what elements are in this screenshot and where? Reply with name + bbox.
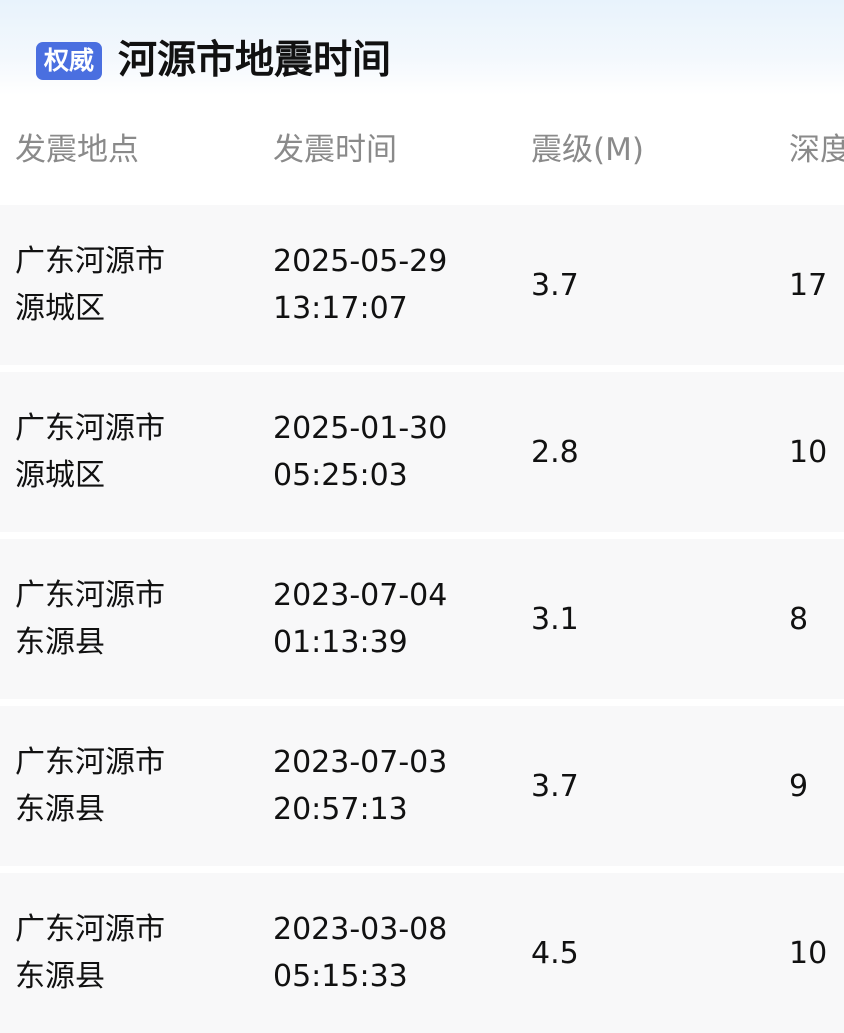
magnitude-cell: 4.5 xyxy=(531,936,579,971)
location-district: 东源县 xyxy=(15,792,105,827)
location-city: 广东河源市 xyxy=(15,912,165,947)
magnitude-cell: 3.7 xyxy=(531,268,579,303)
location-district: 东源县 xyxy=(15,959,105,994)
page-title: 河源市地震时间 xyxy=(118,38,392,83)
time-clock: 05:15:33 xyxy=(273,959,408,994)
time-cell: 2025-01-30 05:25:03 xyxy=(273,405,447,499)
location-district: 源城区 xyxy=(15,291,105,326)
time-date: 2025-01-30 xyxy=(273,411,448,446)
magnitude-cell: 3.1 xyxy=(531,602,579,637)
depth-cell: 9 xyxy=(789,769,809,804)
table-row[interactable]: 广东河源市源城区 2025-05-29 13:17:07 3.7 17 xyxy=(0,205,844,365)
column-header-depth: 深度 xyxy=(789,132,844,168)
column-header-time: 发震时间 xyxy=(273,132,397,168)
location-cell: 广东河源市 源城区 xyxy=(15,405,165,499)
location-city: 广东河源市 xyxy=(15,578,165,613)
depth-cell: 10 xyxy=(789,936,828,971)
depth-cell: 10 xyxy=(789,435,828,470)
table-row[interactable]: 广东河源市东源县 2023-03-08 05:15:33 4.5 10 xyxy=(0,873,844,1033)
time-date: 2023-07-04 xyxy=(273,578,448,613)
column-header-location: 发震地点 xyxy=(15,132,139,168)
authority-badge: 权威 xyxy=(36,42,102,80)
location-city: 广东河源市 xyxy=(15,244,165,279)
location-cell: 广东河源市 东源县 xyxy=(15,906,165,1000)
location-cell: 广东河源市 东源县 xyxy=(15,739,165,833)
table-row[interactable]: 广东河源市东源县 2023-07-03 20:57:13 3.7 9 xyxy=(0,706,844,866)
location-cell: 广东河源市 东源县 xyxy=(15,572,165,666)
location-city: 广东河源市 xyxy=(15,411,165,446)
time-cell: 2023-07-04 01:13:39 xyxy=(273,572,447,666)
depth-cell: 8 xyxy=(789,602,809,637)
table-row[interactable]: 广东河源市源城区 2025-01-30 05:25:03 2.8 10 xyxy=(0,372,844,532)
time-clock: 13:17:07 xyxy=(273,291,408,326)
time-clock: 01:13:39 xyxy=(273,625,408,660)
location-district: 东源县 xyxy=(15,625,105,660)
time-date: 2023-07-03 xyxy=(273,745,448,780)
time-cell: 2023-07-03 20:57:13 xyxy=(273,739,447,833)
location-city: 广东河源市 xyxy=(15,745,165,780)
location-district: 源城区 xyxy=(15,458,105,493)
location-cell: 广东河源市 源城区 xyxy=(15,238,165,332)
time-clock: 05:25:03 xyxy=(273,458,408,493)
depth-cell: 17 xyxy=(789,268,828,303)
time-cell: 2025-05-29 13:17:07 xyxy=(273,238,447,332)
time-clock: 20:57:13 xyxy=(273,792,408,827)
table-row[interactable]: 广东河源市东源县 2023-07-04 01:13:39 3.1 8 xyxy=(0,539,844,699)
magnitude-cell: 3.7 xyxy=(531,769,579,804)
time-date: 2023-03-08 xyxy=(273,912,448,947)
header: 权威 河源市地震时间 xyxy=(0,0,844,95)
magnitude-cell: 2.8 xyxy=(531,435,579,470)
time-date: 2025-05-29 xyxy=(273,244,448,279)
time-cell: 2023-03-08 05:15:33 xyxy=(273,906,447,1000)
column-header-magnitude: 震级(M) xyxy=(531,132,644,168)
